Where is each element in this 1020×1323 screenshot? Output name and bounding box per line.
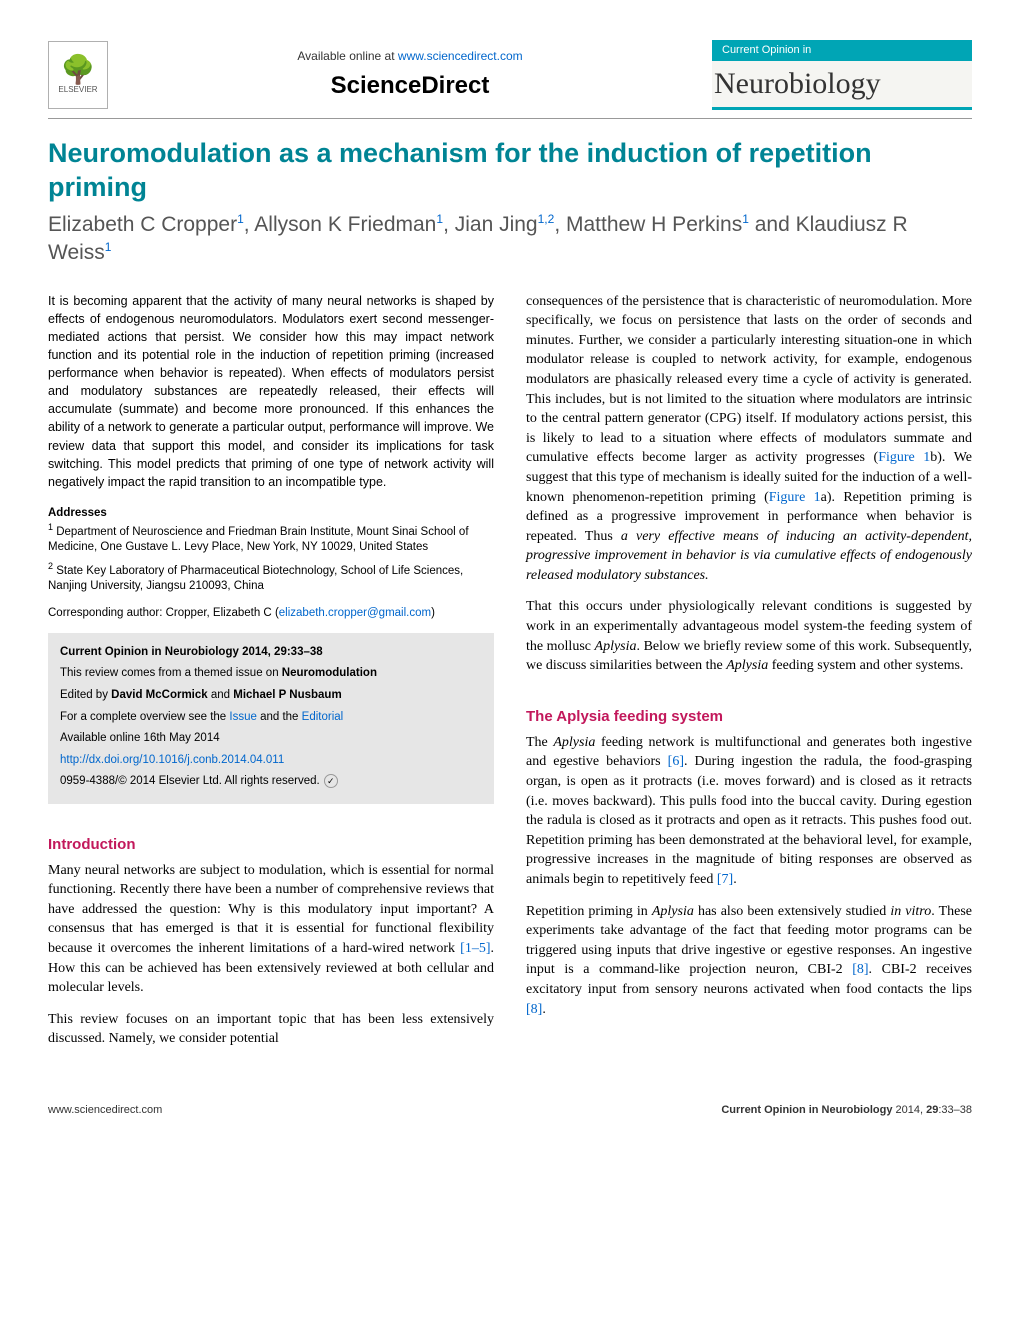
ref-1-5[interactable]: [1–5] [460, 941, 490, 956]
addresses-heading: Addresses [48, 505, 494, 521]
page-header: 🌳 ELSEVIER Available online at www.scien… [48, 40, 972, 119]
addresses-list: 1 Department of Neuroscience and Friedma… [48, 521, 494, 595]
header-left: 🌳 ELSEVIER [48, 41, 108, 109]
introduction-heading: Introduction [48, 834, 494, 855]
article-authors: Elizabeth C Cropper1, Allyson K Friedman… [48, 211, 972, 268]
edited-by: Edited by David McCormick and Michael P … [60, 686, 482, 706]
sciencedirect-wordmark: ScienceDirect [108, 69, 712, 103]
elsevier-tree-icon: 🌳 [61, 56, 96, 84]
elsevier-logo: 🌳 ELSEVIER [48, 41, 108, 109]
corresponding-author: Corresponding author: Cropper, Elizabeth… [48, 605, 494, 621]
article-info-box: Current Opinion in Neurobiology 2014, 29… [48, 633, 494, 804]
aplysia-heading: The Aplysia feeding system [526, 706, 972, 727]
journal-name: Neurobiology [712, 61, 972, 110]
figure-1b-link[interactable]: Figure 1 [878, 450, 930, 465]
footer-left: www.sciencedirect.com [48, 1103, 162, 1118]
sciencedirect-url-link[interactable]: www.sciencedirect.com [398, 49, 523, 63]
article-title: Neuromodulation as a mechanism for the i… [48, 137, 972, 205]
issue-link[interactable]: Issue [229, 711, 257, 723]
page-footer: www.sciencedirect.com Current Opinion in… [48, 1097, 972, 1118]
intro-p2: This review focuses on an important topi… [48, 1010, 494, 1049]
aplysia-p2: Repetition priming in Aplysia has also b… [526, 902, 972, 1020]
ref-6[interactable]: [6] [668, 754, 684, 769]
abstract-text: It is becoming apparent that the activit… [48, 292, 494, 491]
header-center: Available online at www.sciencedirect.co… [108, 48, 712, 102]
available-date: Available online 16th May 2014 [60, 729, 482, 749]
ref-8a[interactable]: [8] [852, 962, 868, 977]
aplysia-p1: The Aplysia feeding network is multifunc… [526, 733, 972, 890]
figure-1a-link[interactable]: Figure 1 [769, 490, 821, 505]
ref-7[interactable]: [7] [717, 872, 733, 887]
corresponding-email-link[interactable]: elizabeth.cropper@gmail.com [279, 607, 431, 619]
issn-copyright: 0959-4388/© 2014 Elsevier Ltd. All right… [60, 772, 482, 792]
crossmark-icon: ✓ [324, 774, 338, 788]
available-online: Available online at www.sciencedirect.co… [108, 48, 712, 65]
overview-line: For a complete overview see the Issue an… [60, 708, 482, 728]
doi-link[interactable]: http://dx.doi.org/10.1016/j.conb.2014.04… [60, 754, 284, 766]
editorial-link[interactable]: Editorial [302, 711, 344, 723]
elsevier-label: ELSEVIER [58, 84, 97, 95]
journal-badge: Current Opinion in Neurobiology [712, 40, 972, 110]
col2-p2: That this occurs under physiologically r… [526, 597, 972, 675]
ref-8b[interactable]: [8] [526, 1002, 542, 1017]
right-column: consequences of the persistence that is … [526, 292, 972, 1061]
address-item: 2 State Key Laboratory of Pharmaceutical… [48, 560, 494, 595]
footer-right: Current Opinion in Neurobiology 2014, 29… [721, 1103, 972, 1118]
journal-reference: Current Opinion in Neurobiology 2014, 29… [60, 643, 482, 663]
intro-p1: Many neural networks are subject to modu… [48, 861, 494, 998]
left-column: It is becoming apparent that the activit… [48, 292, 494, 1061]
address-item: 1 Department of Neuroscience and Friedma… [48, 521, 494, 556]
themed-issue: This review comes from a themed issue on… [60, 664, 482, 684]
journal-prefix: Current Opinion in [712, 40, 972, 61]
col2-p1: consequences of the persistence that is … [526, 292, 972, 586]
